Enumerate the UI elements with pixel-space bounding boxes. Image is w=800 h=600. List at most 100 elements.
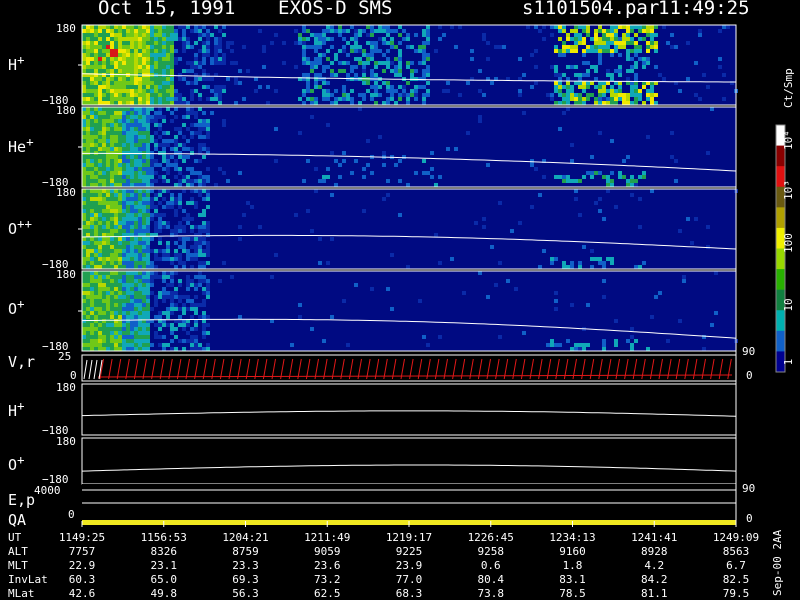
panel-2-ytick-bottom: −180 bbox=[42, 176, 69, 189]
ut-row-value: 1.8 bbox=[562, 559, 583, 572]
ut-row-value: 69.3 bbox=[232, 573, 259, 586]
ut-row-value: 8928 bbox=[641, 545, 668, 558]
ut-row-label: ALT bbox=[8, 545, 28, 558]
ut-row-value: 73.2 bbox=[314, 573, 341, 586]
panel-8-right-tick: 90 bbox=[742, 482, 755, 495]
panel-5-ytick-bottom: 0 bbox=[70, 369, 77, 382]
ut-row-label: UT bbox=[8, 531, 22, 544]
colorbar-swatch bbox=[776, 269, 785, 291]
panel-label-o-plusplus: O++ bbox=[8, 216, 33, 238]
line-panel-7-frame bbox=[81, 437, 737, 485]
colorbar-swatch bbox=[776, 310, 785, 332]
line-panel-7-trace bbox=[81, 464, 737, 472]
ut-row-value: 8326 bbox=[150, 545, 178, 558]
ut-row-value: 8759 bbox=[232, 545, 259, 558]
colorbar-tick-label: 100 bbox=[782, 233, 795, 253]
ut-row-value: 1204:21 bbox=[222, 531, 269, 544]
colorbar-swatch bbox=[776, 330, 785, 352]
colorbar-unit-label: Ct/Smp bbox=[782, 68, 795, 108]
ut-row-value: 1226:45 bbox=[467, 531, 514, 544]
line-panel-6-trace bbox=[81, 410, 737, 417]
panel-4-ytick-bottom: −180 bbox=[42, 340, 69, 353]
panel-6-ytick-top: 180 bbox=[56, 381, 76, 394]
ut-row-value: 1249:09 bbox=[712, 531, 760, 544]
ut-row-value: 79.5 bbox=[722, 587, 750, 600]
panel-5-right-tick: 0 bbox=[746, 369, 753, 382]
colorbar-swatch bbox=[776, 289, 785, 311]
panel-1-ytick-bottom: −180 bbox=[42, 94, 69, 107]
ut-row-value: 56.3 bbox=[232, 587, 259, 600]
ut-row-value: 9160 bbox=[559, 545, 586, 558]
colorbar-swatch bbox=[776, 186, 785, 208]
ut-row-value: 42.6 bbox=[68, 587, 96, 600]
panel-3-ytick-bottom: −180 bbox=[42, 258, 69, 271]
panel-label-he-plus: He+ bbox=[8, 134, 34, 156]
plot-file: s1101504.par bbox=[522, 0, 660, 19]
line-panel-6-frame bbox=[81, 383, 737, 436]
ut-row-value: 22.9 bbox=[68, 559, 96, 572]
panel-9-ytick: 0 bbox=[68, 508, 75, 521]
ut-row-value: 62.5 bbox=[314, 587, 341, 600]
plot-date: Oct 15, 1991 bbox=[98, 0, 236, 19]
ut-row-value: 9225 bbox=[395, 545, 423, 558]
panel-label-o-plus: O+ bbox=[8, 296, 25, 318]
panel-label-qa: QA bbox=[8, 511, 27, 529]
panel-label-ep: E,p bbox=[8, 491, 36, 509]
velocity-start-marks bbox=[83, 359, 103, 380]
colorbar-tick-label: 10⁴ bbox=[782, 130, 795, 150]
ut-row-value: 1211:49 bbox=[304, 531, 351, 544]
panel-6-ytick-bottom: −180 bbox=[42, 424, 69, 437]
ut-row-value: 23.3 bbox=[232, 559, 259, 572]
ut-row-value: 49.8 bbox=[150, 587, 178, 600]
spectrogram-1-trace bbox=[81, 73, 736, 83]
ep-panel-background bbox=[82, 484, 736, 502]
plot-time: 11:49:25 bbox=[658, 0, 750, 19]
panel-label-h-plus-2: H+ bbox=[8, 398, 25, 420]
ut-row-value: 4.2 bbox=[644, 559, 665, 572]
panel-label-vr: V,r bbox=[8, 353, 36, 371]
spectrogram-4-cells bbox=[82, 271, 738, 351]
panel-7-ytick-bottom: −180 bbox=[42, 473, 69, 486]
spectrogram-1-cells bbox=[82, 25, 738, 105]
velocity-baseline bbox=[97, 374, 733, 378]
panel-2-ytick-top: 180 bbox=[56, 104, 76, 117]
ut-row-value: 6.7 bbox=[726, 559, 746, 572]
colorbar-tick-label: 10 bbox=[782, 298, 795, 311]
ut-row-value: 9258 bbox=[477, 545, 505, 558]
colorbar-swatch bbox=[776, 145, 785, 167]
plot-instrument: EXOS-D SMS bbox=[278, 0, 393, 19]
panel-4-right-tick: 90 bbox=[742, 345, 755, 358]
ut-row-value: 68.3 bbox=[395, 587, 423, 600]
colorbar-swatch bbox=[776, 166, 785, 188]
ut-row-value: 77.0 bbox=[395, 573, 423, 586]
ut-row-value: 7757 bbox=[68, 545, 96, 558]
ut-row-value: 84.2 bbox=[641, 573, 668, 586]
ut-row-value: 1219:17 bbox=[385, 531, 433, 544]
panel-9-right-tick: 0 bbox=[746, 512, 753, 525]
panel-8-ytick: 4000 bbox=[34, 484, 61, 497]
colorbar-swatch bbox=[776, 248, 785, 270]
footer-note: Sep-00 2AA bbox=[771, 529, 784, 596]
ut-row-value: 73.8 bbox=[477, 587, 505, 600]
colorbar-tick-label: 1 bbox=[782, 359, 795, 366]
spectrogram-3-trace bbox=[81, 234, 737, 250]
ut-row-value: 8563 bbox=[722, 545, 750, 558]
colorbar-swatch bbox=[776, 125, 785, 147]
colorbar-tick-label: 10³ bbox=[782, 180, 795, 200]
ut-row-value: 1156:53 bbox=[140, 531, 187, 544]
ut-row-value: 60.3 bbox=[68, 573, 96, 586]
ut-row-label: InvLat bbox=[8, 573, 48, 586]
ut-row-value: 80.4 bbox=[477, 573, 505, 586]
panel-3-ytick-top: 180 bbox=[56, 186, 76, 199]
colorbar-swatch bbox=[776, 351, 785, 373]
colorbar-swatch bbox=[776, 207, 785, 229]
ut-row-value: 23.6 bbox=[314, 559, 341, 572]
ut-row-value: 1241:41 bbox=[631, 531, 678, 544]
panel-label-h-plus: H+ bbox=[8, 52, 25, 74]
ut-row-value: 23.1 bbox=[150, 559, 178, 572]
ut-row-value: 81.1 bbox=[641, 587, 668, 600]
velocity-sawtooth bbox=[99, 358, 732, 380]
panel-1-ytick-top: 180 bbox=[56, 22, 76, 35]
spectrogram-3-cells bbox=[82, 189, 738, 269]
